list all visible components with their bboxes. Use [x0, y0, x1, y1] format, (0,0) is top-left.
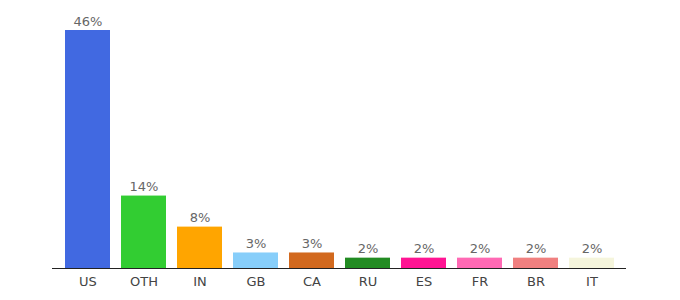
svg-text:RU: RU	[359, 274, 378, 289]
svg-text:FR: FR	[472, 274, 489, 289]
svg-text:8%: 8%	[190, 210, 211, 225]
svg-text:GB: GB	[247, 274, 266, 289]
svg-text:46%: 46%	[74, 14, 103, 29]
svg-text:3%: 3%	[302, 236, 323, 251]
svg-text:ES: ES	[416, 274, 432, 289]
svg-text:2%: 2%	[414, 241, 435, 256]
svg-text:2%: 2%	[526, 241, 547, 256]
svg-text:IN: IN	[193, 274, 207, 289]
svg-text:US: US	[79, 274, 97, 289]
svg-text:2%: 2%	[358, 241, 379, 256]
svg-text:14%: 14%	[130, 179, 159, 194]
svg-text:3%: 3%	[246, 236, 267, 251]
svg-text:2%: 2%	[582, 241, 603, 256]
svg-text:CA: CA	[303, 274, 321, 289]
svg-text:IT: IT	[586, 274, 598, 289]
svg-text:OTH: OTH	[130, 274, 158, 289]
svg-text:2%: 2%	[470, 241, 491, 256]
svg-text:BR: BR	[527, 274, 545, 289]
